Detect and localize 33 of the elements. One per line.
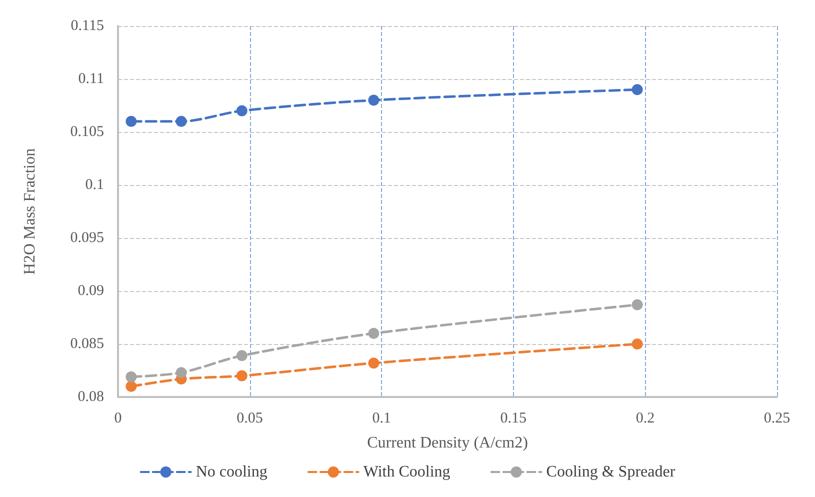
x-tick-label: 0.25: [764, 410, 790, 426]
y-tick-label: 0.11: [78, 71, 104, 87]
point: [126, 371, 137, 382]
point: [632, 84, 643, 96]
y-tick-label: 0.095: [70, 230, 104, 246]
point: [236, 105, 248, 116]
x-tick-label: 0.2: [636, 410, 655, 426]
y-tick-label: 0.115: [70, 18, 104, 34]
x-tick-label: 0.15: [500, 410, 527, 426]
point: [632, 338, 643, 350]
y-tick-label: 0.085: [70, 336, 104, 352]
y-tick-label: 0.1: [85, 177, 104, 193]
y-tick-label: 0.09: [78, 283, 104, 299]
x-tick-label: 0.1: [372, 410, 391, 426]
point: [236, 370, 248, 382]
point: [368, 358, 380, 369]
legend-label: No cooling: [196, 464, 268, 480]
x-axis-title: Current Density (A/cm2): [367, 434, 528, 452]
point: [176, 116, 187, 127]
point: [368, 328, 380, 339]
point: [236, 350, 248, 362]
point: [126, 116, 137, 127]
legend-label: With Cooling: [363, 464, 450, 480]
legend-label: Cooling & Spreader: [546, 464, 676, 480]
x-tick-label: 0: [114, 410, 122, 426]
y-tick-label: 0.08: [78, 389, 104, 405]
x-tick-label: 0.05: [236, 410, 263, 426]
point: [632, 299, 643, 310]
y-axis-title: H2O Mass Fraction: [22, 148, 38, 275]
y-tick-label: 0.105: [70, 124, 104, 140]
point: [176, 367, 187, 378]
point: [368, 94, 380, 106]
point: [126, 380, 137, 392]
